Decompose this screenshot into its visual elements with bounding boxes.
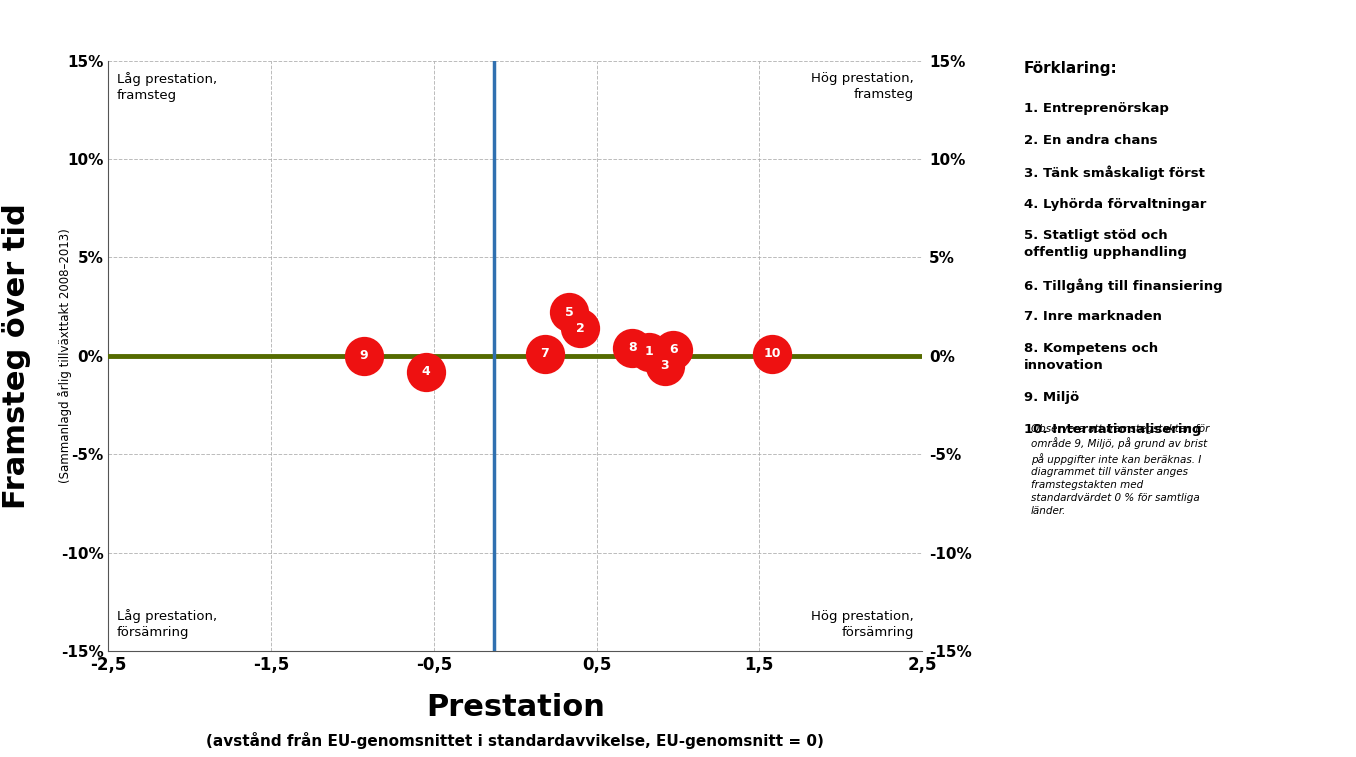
Point bbox=[559, 307, 580, 319]
Text: 10: 10 bbox=[763, 347, 781, 360]
Point bbox=[621, 342, 643, 354]
Text: 6: 6 bbox=[669, 344, 678, 357]
Text: (avstånd från EU-genomsnittet i standardavvikelse, EU-genomsnitt = 0): (avstånd från EU-genomsnittet i standard… bbox=[206, 732, 824, 749]
Text: 7: 7 bbox=[540, 347, 549, 360]
Text: 2: 2 bbox=[576, 322, 584, 335]
Point bbox=[534, 347, 556, 360]
Point bbox=[415, 366, 437, 378]
Text: 9: 9 bbox=[359, 349, 369, 363]
Text: 8: 8 bbox=[628, 341, 637, 354]
Text: Hög prestation,
försämring: Hög prestation, försämring bbox=[811, 610, 914, 639]
Point bbox=[570, 322, 591, 335]
Text: 7. Inre marknaden: 7. Inre marknaden bbox=[1024, 310, 1162, 323]
Text: 4. Lyhörda förvaltningar: 4. Lyhörda förvaltningar bbox=[1024, 198, 1205, 210]
Text: 4: 4 bbox=[422, 365, 430, 378]
Point bbox=[654, 360, 675, 372]
Text: 8. Kompetens och
innovation: 8. Kompetens och innovation bbox=[1024, 342, 1158, 372]
Point bbox=[353, 350, 374, 362]
Text: 10. Internationalisering: 10. Internationalisering bbox=[1024, 423, 1201, 436]
Text: 2. En andra chans: 2. En andra chans bbox=[1024, 134, 1158, 147]
Text: 6. Tillgång till finansiering: 6. Tillgång till finansiering bbox=[1024, 279, 1222, 293]
Text: 9. Miljö: 9. Miljö bbox=[1024, 391, 1079, 404]
Text: 3: 3 bbox=[660, 359, 670, 372]
Text: 1. Entreprenörskap: 1. Entreprenörskap bbox=[1024, 102, 1169, 115]
Point bbox=[662, 344, 683, 356]
Text: Låg prestation,
försämring: Låg prestation, försämring bbox=[117, 609, 217, 639]
Text: 1: 1 bbox=[644, 345, 654, 358]
Text: Låg prestation,
framsteg: Låg prestation, framsteg bbox=[117, 73, 217, 102]
Point bbox=[637, 346, 659, 358]
Text: 3. Tänk småskaligt först: 3. Tänk småskaligt först bbox=[1024, 166, 1204, 180]
Text: 5. Statligt stöd och
offentlig upphandling: 5. Statligt stöd och offentlig upphandli… bbox=[1024, 229, 1186, 259]
Text: Framsteg över tid: Framsteg över tid bbox=[1, 203, 31, 509]
Text: 5: 5 bbox=[564, 306, 574, 319]
Text: Prestation: Prestation bbox=[426, 693, 605, 722]
Text: Förklaring:: Förklaring: bbox=[1024, 61, 1117, 76]
Text: Observera att framstegstakten för
område 9, Miljö, på grund av brist
på uppgifte: Observera att framstegstakten för område… bbox=[1031, 424, 1210, 516]
Text: Hög prestation,
framsteg: Hög prestation, framsteg bbox=[811, 73, 914, 101]
Point bbox=[762, 347, 784, 360]
Text: (Sammanlagd årlig tillväxttakt 2008–2013): (Sammanlagd årlig tillväxttakt 2008–2013… bbox=[58, 229, 72, 483]
